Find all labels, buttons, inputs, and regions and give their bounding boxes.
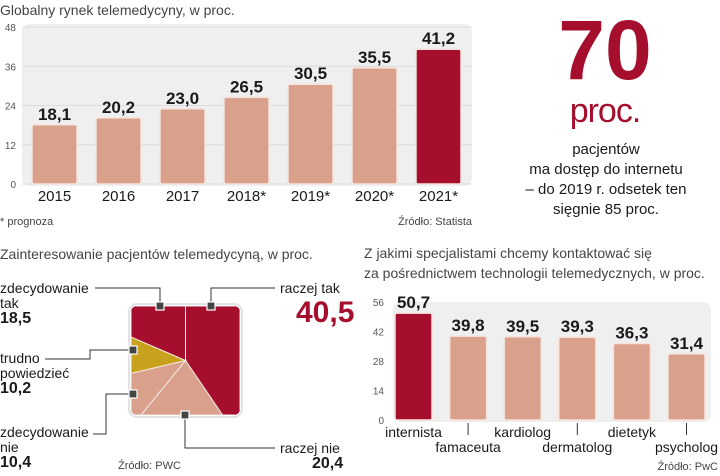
chart1-footnote: * prognoza bbox=[0, 216, 54, 228]
bar-value-label: 39,5 bbox=[506, 317, 539, 336]
bar-value-label: 39,8 bbox=[452, 316, 485, 335]
bar bbox=[558, 336, 597, 421]
label-raczej-tak: raczej tak bbox=[280, 280, 340, 296]
slice-marker bbox=[128, 345, 138, 355]
chart1-svg: 0 12 24 36 48 18,1 2015 20,2 2016 23,0 2017 26,5 201… bbox=[5, 23, 472, 205]
y-tick-label: 48 bbox=[5, 23, 17, 34]
x-tick-label: famaceuta bbox=[435, 439, 501, 455]
callout-line: pacjentów bbox=[572, 141, 640, 158]
y-tick-label: 0 bbox=[378, 416, 384, 427]
callout-line: sięgnie 85 proc. bbox=[553, 201, 659, 218]
y-tick-label: 28 bbox=[373, 357, 385, 368]
x-tick-label: 2019* bbox=[291, 188, 330, 205]
chart2-svg bbox=[45, 287, 275, 449]
slice-marker bbox=[180, 410, 190, 420]
chart1-title: Globalny rynek telemedycyny, w proc. bbox=[0, 2, 235, 18]
bar bbox=[351, 67, 398, 185]
bar bbox=[31, 124, 78, 185]
leader-line bbox=[93, 393, 133, 435]
callout-number: 70 bbox=[558, 3, 652, 97]
chart3-source: Źródło: PwC bbox=[657, 461, 718, 473]
slice-marker bbox=[128, 389, 138, 399]
pie-slices bbox=[131, 306, 240, 415]
callout-line: ma dostęp do internetu bbox=[529, 161, 683, 178]
value-raczej-nie: 20,4 bbox=[312, 455, 344, 472]
bar-value-label: 31,4 bbox=[670, 334, 704, 353]
x-tick-label: dietetyk bbox=[608, 424, 657, 440]
label-trudno-powiedziec: trudno powiedzieć 10,2 bbox=[0, 350, 70, 397]
bar bbox=[287, 83, 334, 185]
x-tick-label: 2018* bbox=[227, 188, 266, 205]
label-line: zdecydowanie bbox=[0, 280, 89, 296]
label-zdecydowanie-nie: zdecydowanie nie 10,4 bbox=[0, 424, 89, 471]
y-tick-label: 14 bbox=[373, 387, 385, 398]
bar bbox=[448, 335, 488, 421]
label-raczej-nie: raczej nie bbox=[280, 440, 340, 456]
bar bbox=[612, 342, 652, 421]
bar-value-label: 36,3 bbox=[615, 324, 648, 343]
pie-slice bbox=[131, 306, 186, 362]
value-zdecydowanie-nie: 10,4 bbox=[0, 454, 32, 471]
bar bbox=[667, 353, 706, 421]
label-line: tak bbox=[0, 295, 19, 311]
chart3-svg: 0 14 28 42 56 50,7 internista 39,8 famaceuta 39,5… bbox=[373, 293, 718, 455]
x-tick-label: dermatolog bbox=[542, 439, 612, 455]
bar-value-label: 35,5 bbox=[358, 48, 391, 67]
slice-marker bbox=[155, 301, 165, 311]
value-trudno-powiedziec: 10,2 bbox=[0, 380, 32, 397]
x-tick-label: 2015 bbox=[38, 188, 71, 205]
bar bbox=[394, 312, 433, 421]
bar-value-label: 50,7 bbox=[397, 293, 430, 312]
chart2-source: Źródło: PWC bbox=[118, 460, 181, 472]
y-tick-label: 24 bbox=[5, 102, 17, 113]
bar bbox=[223, 96, 270, 185]
bar-value-label: 23,0 bbox=[166, 89, 199, 108]
bar bbox=[159, 108, 206, 185]
slice-marker bbox=[206, 301, 216, 311]
plot-background bbox=[393, 302, 711, 422]
bar-value-label: 30,5 bbox=[294, 64, 327, 83]
label-line: powiedzieć bbox=[0, 365, 70, 381]
title-line: za pośrednictwem technologii telemedyczn… bbox=[364, 265, 705, 281]
x-tick-label: 2020* bbox=[355, 188, 394, 205]
x-tick-label: 2021* bbox=[419, 188, 458, 205]
chart2-title: Zainteresowanie pacjentów telemedycyną, … bbox=[0, 246, 313, 262]
callout-text: pacjentów ma dostęp do internetu – do 20… bbox=[500, 140, 712, 220]
leader-line bbox=[95, 287, 161, 306]
x-tick-label: psycholog bbox=[655, 439, 718, 455]
x-tick-label: kardiolog bbox=[494, 424, 551, 440]
label-line: zdecydowanie bbox=[0, 424, 89, 440]
bar bbox=[415, 48, 462, 185]
bar-value-label: 20,2 bbox=[102, 98, 135, 117]
leader-line bbox=[45, 349, 133, 360]
x-tick-label: internista bbox=[385, 424, 442, 440]
y-tick-label: 36 bbox=[5, 62, 17, 73]
bar-value-label: 26,5 bbox=[230, 77, 263, 96]
leader-line bbox=[184, 415, 275, 449]
bar-value-label: 41,2 bbox=[422, 29, 455, 48]
y-tick-label: 56 bbox=[373, 298, 385, 309]
leader-line bbox=[210, 287, 275, 306]
x-tick-label: 2016 bbox=[102, 188, 135, 205]
callout-line: – do 2019 r. odsetek ten bbox=[525, 181, 687, 198]
callout-unit: proc. bbox=[569, 92, 642, 130]
y-tick-label: 12 bbox=[5, 141, 17, 152]
label-line: trudno bbox=[0, 350, 40, 366]
label-line: nie bbox=[0, 439, 19, 455]
bar-value-label: 39,3 bbox=[561, 317, 594, 336]
x-tick-label: 2017 bbox=[166, 188, 199, 205]
y-tick-label: 42 bbox=[373, 328, 385, 339]
y-tick-label: 0 bbox=[10, 180, 16, 191]
value-zdecydowanie-tak: 18,5 bbox=[0, 310, 32, 327]
title-line: Z jakimi specjalistami chcemy kontaktowa… bbox=[364, 245, 652, 261]
chart3-title: Z jakimi specjalistami chcemy kontaktowa… bbox=[364, 243, 705, 283]
bar bbox=[95, 117, 142, 185]
bar-value-label: 18,1 bbox=[38, 105, 71, 124]
label-zdecydowanie-tak: zdecydowanie tak 18,5 bbox=[0, 280, 89, 327]
value-raczej-tak: 40,5 bbox=[296, 296, 355, 329]
chart1-source: Źródło: Statista bbox=[398, 216, 472, 228]
bar bbox=[503, 336, 542, 421]
